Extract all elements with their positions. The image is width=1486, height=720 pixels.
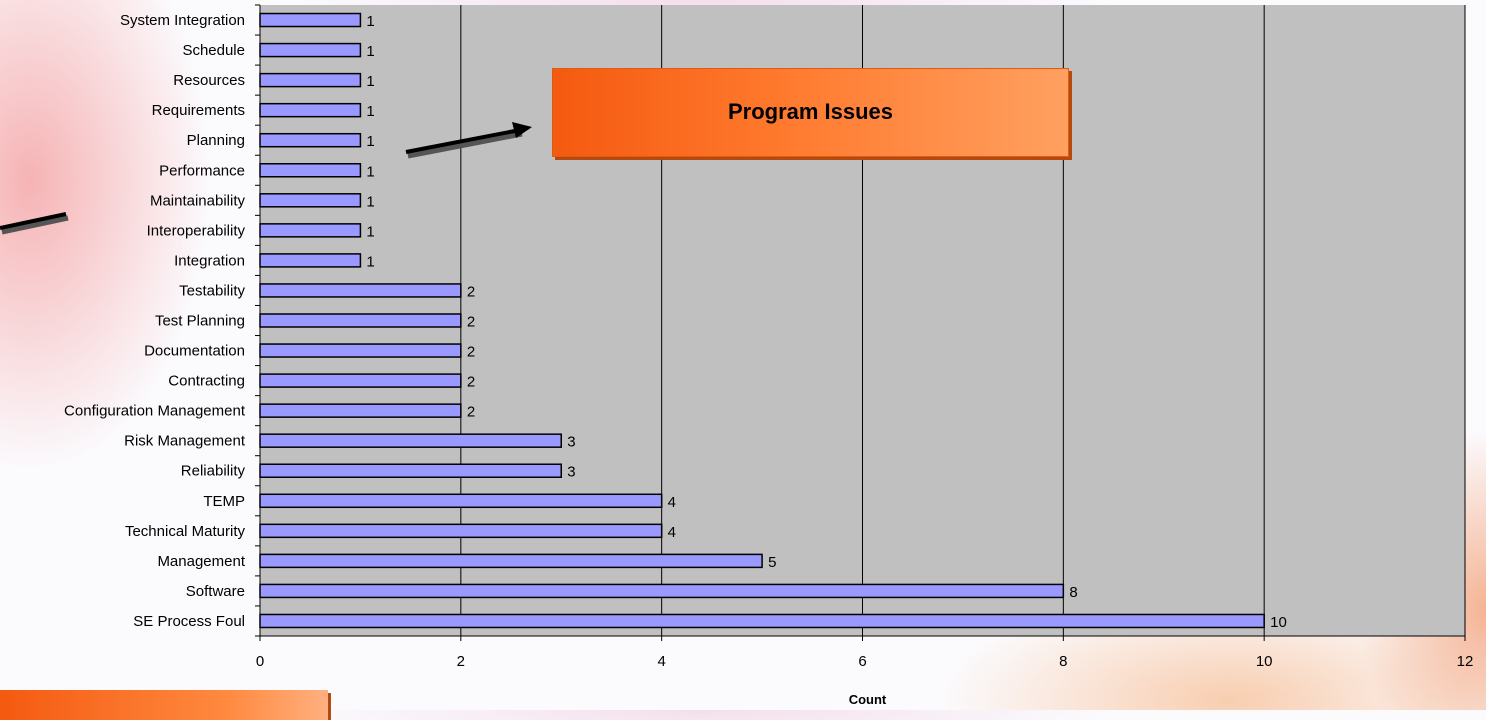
data-label: 2 [467, 344, 475, 361]
data-label: 2 [467, 404, 475, 421]
bottom-orange-box [0, 690, 328, 720]
category-label: Interoperability [147, 222, 246, 239]
x-tick-label: 12 [1457, 653, 1474, 670]
x-tick-label: 4 [657, 653, 665, 670]
category-label: Resources [173, 72, 245, 89]
bar-test-planning [259, 313, 462, 328]
bar-requirements [259, 102, 362, 118]
bar-interoperability [259, 223, 362, 238]
bar-technical-maturity [259, 523, 663, 539]
data-label: 1 [366, 133, 374, 150]
category-label: SE Process Foul [133, 613, 245, 630]
callout-title: Program Issues [727, 99, 894, 124]
category-label: Test Planning [155, 313, 245, 330]
bar-integration [259, 253, 362, 268]
program-issues-callout: Program Issues [552, 68, 1069, 157]
bar-configuration-management [259, 403, 462, 418]
bar-management [259, 553, 763, 569]
data-label: 2 [467, 314, 475, 331]
x-tick-label: 8 [1059, 653, 1067, 670]
x-tick-label: 6 [858, 653, 866, 670]
data-label: 3 [567, 434, 575, 451]
bar-resources [259, 72, 362, 88]
bar-temp [259, 493, 663, 509]
data-label: 1 [366, 73, 374, 90]
bar-system-integration [259, 12, 362, 28]
bar-contracting [259, 373, 462, 388]
bar-maintainability [259, 193, 362, 208]
x-tick-label: 0 [256, 653, 264, 670]
category-label: Contracting [168, 373, 245, 390]
data-label: 1 [366, 13, 374, 30]
bar-se-process-foul [259, 613, 1265, 629]
arrow-right-icon [405, 122, 532, 159]
data-label: 4 [668, 494, 676, 511]
data-label: 2 [467, 374, 475, 391]
category-label: Planning [187, 132, 245, 149]
category-label: Schedule [182, 42, 245, 59]
data-label: 1 [366, 163, 374, 180]
bar-performance [259, 163, 362, 178]
category-label: Maintainability [150, 192, 246, 209]
bar-planning [259, 132, 362, 148]
data-label: 1 [366, 193, 374, 210]
category-label: Software [186, 583, 245, 600]
x-tick-label: 10 [1256, 653, 1273, 670]
bar-schedule [259, 42, 362, 58]
data-label: 1 [366, 223, 374, 240]
category-label: Integration [174, 252, 245, 269]
bar-documentation [259, 343, 462, 358]
x-tick-label: 2 [457, 653, 465, 670]
bar-testability [259, 283, 462, 298]
data-label: 1 [366, 103, 374, 120]
data-label: 2 [467, 283, 475, 300]
category-label: Configuration Management [64, 403, 246, 420]
category-label: Documentation [144, 343, 245, 360]
data-label: 10 [1270, 614, 1287, 631]
data-label: 5 [768, 554, 776, 571]
category-label: System Integration [120, 12, 245, 29]
bar-risk-management [259, 433, 562, 448]
category-label: Risk Management [124, 433, 246, 450]
data-label: 4 [668, 524, 676, 541]
bar-reliability [259, 463, 562, 478]
data-label: 8 [1069, 584, 1077, 601]
data-label: 1 [366, 43, 374, 60]
category-label: Performance [159, 162, 245, 179]
category-label: Technical Maturity [125, 523, 246, 540]
category-label: Requirements [152, 102, 245, 119]
data-label: 3 [567, 464, 575, 481]
category-label: Reliability [181, 463, 246, 480]
bar-software [259, 583, 1065, 599]
category-label: TEMP [203, 493, 245, 510]
category-label: Testability [179, 282, 245, 299]
data-label: 1 [366, 253, 374, 270]
x-axis-title: Count [849, 692, 887, 707]
arrow-left-icon [0, 212, 69, 235]
category-label: Management [157, 553, 245, 570]
